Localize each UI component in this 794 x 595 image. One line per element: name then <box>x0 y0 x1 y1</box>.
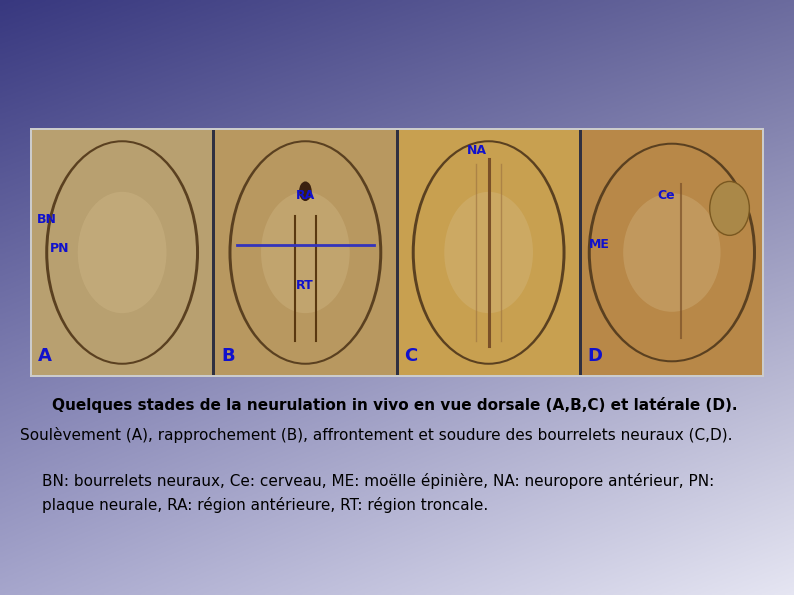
Text: RA: RA <box>296 189 315 202</box>
Bar <box>215 130 395 375</box>
Text: ME: ME <box>589 237 610 250</box>
Ellipse shape <box>412 140 565 365</box>
Bar <box>30 128 764 377</box>
Bar <box>582 130 762 375</box>
Ellipse shape <box>261 192 349 313</box>
Ellipse shape <box>78 192 167 313</box>
Bar <box>32 130 762 375</box>
Ellipse shape <box>623 193 720 312</box>
Ellipse shape <box>45 140 199 365</box>
Ellipse shape <box>299 181 312 201</box>
Text: PN: PN <box>50 243 70 255</box>
Ellipse shape <box>48 142 196 363</box>
Ellipse shape <box>591 145 753 361</box>
Ellipse shape <box>414 142 562 363</box>
Ellipse shape <box>229 140 382 365</box>
Ellipse shape <box>232 142 380 363</box>
Text: RT: RT <box>296 279 314 292</box>
Ellipse shape <box>445 192 533 313</box>
Bar <box>32 130 212 375</box>
Text: BN: bourrelets neuraux, Ce: cerveau, ME: moëlle épinière, NA: neuropore antérieu: BN: bourrelets neuraux, Ce: cerveau, ME:… <box>42 473 715 513</box>
Text: Soulèvement (A), rapprochement (B), affrontement et soudure des bourrelets neura: Soulèvement (A), rapprochement (B), affr… <box>20 427 733 443</box>
Text: C: C <box>404 347 418 365</box>
Text: B: B <box>222 347 235 365</box>
Text: NA: NA <box>467 145 487 158</box>
Text: Ce: Ce <box>657 189 675 202</box>
Ellipse shape <box>588 143 756 362</box>
Text: Quelques stades de la neurulation in vivo en vue dorsale (A,B,C) et latérale (D): Quelques stades de la neurulation in viv… <box>52 397 738 413</box>
Bar <box>399 130 579 375</box>
Text: D: D <box>588 347 603 365</box>
Ellipse shape <box>710 181 750 236</box>
Text: A: A <box>38 347 52 365</box>
Text: BN: BN <box>37 213 57 226</box>
